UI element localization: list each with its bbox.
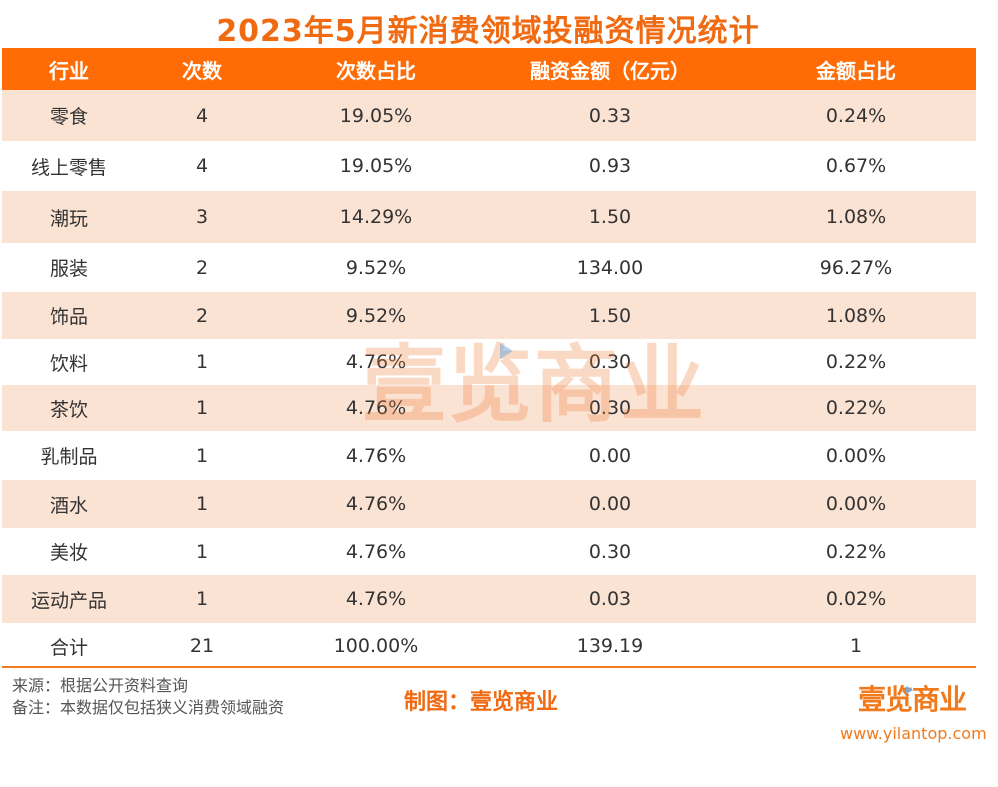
cell-industry: 零食 [49, 106, 88, 128]
footer-divider [2, 666, 976, 668]
cell-amount-share: 1.08% [825, 206, 887, 228]
cell-amount: 0.00 [588, 493, 632, 515]
cell-count-share: 19.05% [339, 104, 413, 127]
table-row: 茶饮 1 4.76% 0.30 0.22% [2, 385, 976, 431]
cell-count: 1 [195, 351, 209, 373]
cell-count: 1 [195, 493, 209, 515]
cell-industry: 运动产品 [30, 589, 107, 612]
cell-count-share: 9.52% [345, 304, 407, 327]
table-row: 美妆 1 4.76% 0.30 0.22% [2, 528, 976, 575]
cell-count: 2 [195, 256, 209, 279]
table-row: 运动产品 1 4.76% 0.03 0.02% [2, 575, 976, 623]
table-row: 饮料 1 4.76% 0.30 0.22% [2, 339, 976, 385]
cell-count-share: 100.00% [333, 635, 419, 657]
cell-count-share: 4.76% [345, 397, 407, 419]
cell-count-share: 14.29% [339, 206, 413, 228]
cell-amount: 0.30 [588, 397, 632, 419]
table-row: 零食 4 19.05% 0.33 0.24% [2, 90, 976, 141]
cell-industry: 潮玩 [49, 207, 88, 230]
cell-industry: 合计 [49, 636, 88, 659]
cell-amount-share: 1.08% [825, 304, 887, 327]
cell-count: 3 [195, 206, 209, 228]
table-total-row: 合计 21 100.00% 139.19 1 [2, 623, 976, 669]
cell-count-share: 4.76% [345, 588, 407, 610]
website-url: www.yilantop.com [840, 724, 987, 743]
cell-count: 1 [195, 444, 209, 467]
cell-count: 4 [195, 104, 209, 127]
remark-note: 备注：本数据仅包括狭义消费领域融资 [12, 698, 285, 717]
cell-amount: 0.30 [588, 540, 632, 563]
header-amount: 融资金额（亿元） [530, 58, 690, 83]
cell-count: 21 [189, 635, 215, 657]
cell-industry: 茶饮 [49, 398, 88, 421]
header-amount-share: 金额占比 [816, 58, 896, 83]
chart-credit: 制图：壹览商业 [404, 690, 559, 715]
cell-amount-share: 0.00% [825, 444, 887, 467]
cell-count: 2 [195, 304, 209, 327]
header-industry: 行业 [49, 58, 89, 83]
header-count-share: 次数占比 [336, 58, 416, 83]
cell-amount: 0.03 [588, 588, 632, 610]
cell-amount-share: 0.00% [825, 493, 887, 515]
cell-count-share: 19.05% [339, 155, 413, 177]
table-row: 饰品 2 9.52% 1.50 1.08% [2, 292, 976, 339]
page-title: 2023年5月新消费领域投融资情况统计 [216, 14, 760, 49]
cell-industry: 饮料 [49, 352, 88, 375]
cell-amount-share: 96.27% [819, 256, 893, 279]
cell-industry: 乳制品 [40, 446, 98, 468]
cell-amount-share: 0.22% [825, 351, 887, 373]
cell-amount-share: 0.22% [825, 397, 887, 419]
cell-amount-share: 0.22% [825, 540, 887, 563]
cell-industry: 线上零售 [30, 156, 107, 179]
cell-count-share: 4.76% [345, 444, 407, 467]
cell-amount-share: 0.67% [825, 155, 887, 177]
cell-count: 4 [195, 155, 209, 177]
cell-industry: 酒水 [49, 494, 88, 517]
cell-count: 1 [195, 588, 209, 610]
cell-amount: 1.50 [588, 206, 632, 228]
cell-count-share: 4.76% [345, 540, 407, 563]
cell-amount: 0.30 [588, 351, 632, 373]
cell-amount: 134.00 [576, 256, 644, 279]
table-row: 酒水 1 4.76% 0.00 0.00% [2, 480, 976, 528]
source-note: 来源：根据公开资料查询 [12, 676, 189, 695]
cell-count: 1 [195, 397, 209, 419]
header-count: 次数 [182, 58, 222, 83]
cell-industry: 美妆 [49, 542, 88, 564]
cell-amount-share: 0.02% [825, 588, 887, 610]
cell-amount-share: 0.24% [825, 104, 887, 127]
cell-amount: 1.50 [588, 304, 632, 327]
cell-amount: 0.33 [588, 104, 632, 127]
cell-industry: 服装 [49, 258, 88, 280]
logo-play-icon [906, 686, 913, 694]
cell-count-share: 9.52% [345, 256, 407, 279]
stats-table: 行业 次数 次数占比 融资金额（亿元） 金额占比 零食 4 19.05% 0.3… [2, 48, 976, 669]
cell-industry: 饰品 [49, 306, 88, 328]
table-header-row: 行业 次数 次数占比 融资金额（亿元） 金额占比 [2, 48, 976, 90]
cell-count: 1 [195, 540, 209, 563]
table-row: 线上零售 4 19.05% 0.93 0.67% [2, 141, 976, 191]
cell-amount: 0.00 [588, 444, 632, 467]
cell-amount: 139.19 [576, 635, 644, 657]
brand-logo: 壹览商业 [858, 683, 967, 716]
cell-amount-share: 1 [849, 635, 863, 657]
table-row: 潮玩 3 14.29% 1.50 1.08% [2, 191, 976, 243]
table-row: 乳制品 1 4.76% 0.00 0.00% [2, 431, 976, 480]
cell-count-share: 4.76% [345, 493, 407, 515]
cell-count-share: 4.76% [345, 351, 407, 373]
cell-amount: 0.93 [588, 155, 632, 177]
table-row: 服装 2 9.52% 134.00 96.27% [2, 243, 976, 292]
